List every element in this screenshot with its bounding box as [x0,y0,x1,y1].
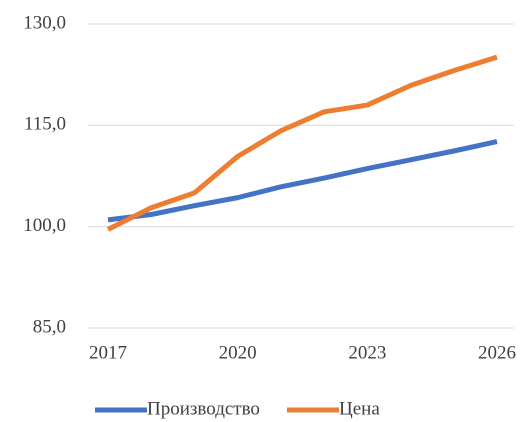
line-series [106,54,498,232]
x-tick-label: 2020 [219,342,257,363]
x-tick-label: 2023 [348,342,386,363]
line-series [107,139,498,223]
y-tick-label: 100,0 [23,215,66,236]
x-tick-label: 2017 [89,342,127,363]
y-tick-label: 85,0 [33,316,66,337]
x-tick-label: 2026 [478,342,516,363]
y-tick-label: 130,0 [23,12,66,33]
y-tick-label: 115,0 [24,114,66,135]
legend-label: Цена [339,398,380,419]
legend-label: Производство [147,398,260,419]
